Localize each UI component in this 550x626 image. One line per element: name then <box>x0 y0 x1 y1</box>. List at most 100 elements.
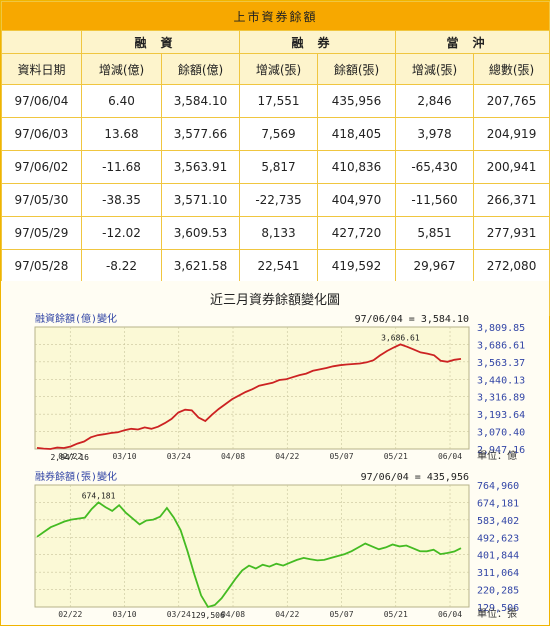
value-cell: -65,430 <box>395 150 474 184</box>
date-cell: 97/05/28 <box>1 249 82 283</box>
max-annotation: 674,181 <box>82 491 116 500</box>
column-header: 增減(張) <box>395 53 474 85</box>
value-cell: 3,584.10 <box>161 84 240 118</box>
value-cell: 29,967 <box>395 249 474 283</box>
value-cell: 6.40 <box>81 84 162 118</box>
value-cell: 204,919 <box>472 117 550 151</box>
short-balance-chart: 融券餘額(張)變化 97/06/04 = 435,956 764,960 674,18… <box>34 470 519 620</box>
group-header-blank <box>1 30 82 54</box>
table-row: 97/05/28 -8.22 3,621.58 22,541 419,592 29,967… <box>1 249 550 283</box>
value-cell: 410,836 <box>317 150 396 184</box>
value-cell: 8,133 <box>239 216 318 250</box>
y-tick-label: 3,809.85 <box>477 323 525 334</box>
table-row: 97/05/30 -38.35 3,571.10 -22,735 404,970 -11,… <box>1 183 550 217</box>
table-row: 97/05/29 -12.02 3,609.53 8,133 427,720 5,851 2… <box>1 216 550 250</box>
y-tick-label: 674,181 <box>477 498 519 509</box>
table-row: 97/06/02 -11.68 3,563.91 5,817 410,836 -65,43… <box>1 150 550 184</box>
value-cell: 3,609.53 <box>161 216 240 250</box>
value-cell: 418,405 <box>317 117 396 151</box>
column-header: 餘額(張) <box>317 53 396 85</box>
y-tick-label: 3,563.37 <box>477 358 525 369</box>
series-line <box>36 501 462 609</box>
date-cell: 97/05/30 <box>1 183 82 217</box>
x-tick-label: 03/24 <box>167 452 191 461</box>
unit-label: 單位：億 <box>477 449 517 462</box>
min-annotation: 2,947.16 <box>50 453 89 462</box>
column-header: 增減(億) <box>81 53 162 85</box>
date-cell: 97/06/02 <box>1 150 82 184</box>
value-cell: -11,560 <box>395 183 474 217</box>
y-tick-label: 401,844 <box>477 551 519 562</box>
y-tick-label: 311,064 <box>477 568 519 579</box>
x-tick-label: 03/10 <box>112 610 136 619</box>
value-cell: -11.68 <box>81 150 162 184</box>
x-tick-label: 04/08 <box>221 610 245 619</box>
x-tick-label: 06/04 <box>438 610 462 619</box>
x-tick-label: 04/22 <box>275 452 299 461</box>
y-tick-label: 764,960 <box>477 481 519 492</box>
value-cell: 3,571.10 <box>161 183 240 217</box>
chart-summary: 97/06/04 = 3,584.10 <box>355 314 469 325</box>
min-annotation: 129,506 <box>191 611 225 620</box>
y-tick-label: 3,193.64 <box>477 410 525 421</box>
x-tick-label: 05/07 <box>329 610 353 619</box>
group-header-daytrade: 當沖 <box>394 30 550 54</box>
y-tick-label: 492,623 <box>477 533 519 544</box>
unit-label: 單位：張 <box>477 607 517 620</box>
y-tick-label: 3,316.89 <box>477 393 525 404</box>
value-cell: 13.68 <box>81 117 162 151</box>
value-cell: 2,846 <box>395 84 474 118</box>
group-header-margin: 融資 <box>81 30 240 54</box>
value-cell: 427,720 <box>317 216 396 250</box>
column-header: 資料日期 <box>1 53 82 85</box>
value-cell: 3,563.91 <box>161 150 240 184</box>
value-cell: 435,956 <box>317 84 396 118</box>
value-cell: 3,978 <box>395 117 474 151</box>
date-cell: 97/06/04 <box>1 84 82 118</box>
x-tick-label: 05/21 <box>384 452 408 461</box>
value-cell: -8.22 <box>81 249 162 283</box>
value-cell: -12.02 <box>81 216 162 250</box>
chart-title: 融券餘額(張)變化 <box>35 470 117 483</box>
margin-balance-chart: 融資餘額(億)變化 97/06/04 = 3,584.10 3,809.85 3,68… <box>34 312 525 462</box>
column-header: 增減(張) <box>239 53 318 85</box>
value-cell: 7,569 <box>239 117 318 151</box>
x-tick-label: 03/24 <box>167 610 191 619</box>
y-tick-label: 220,285 <box>477 586 519 597</box>
chart-summary: 97/06/04 = 435,956 <box>361 472 469 483</box>
plot-area <box>34 326 470 450</box>
y-tick-label: 3,686.61 <box>477 340 525 351</box>
chart-section: 近三月資券餘額變化圖 融資餘額(億)變化 97/06/04 = 3,584.10 3… <box>1 281 549 625</box>
y-tick-label: 3,070.40 <box>477 428 525 439</box>
value-cell: 272,080 <box>472 249 550 283</box>
value-cell: -38.35 <box>81 183 162 217</box>
chart-title: 融資餘額(億)變化 <box>35 312 117 325</box>
value-cell: 5,851 <box>395 216 474 250</box>
column-header: 總數(張) <box>472 53 550 85</box>
group-header-short: 融券 <box>239 30 396 54</box>
table-row: 97/06/03 13.68 3,577.66 7,569 418,405 3,978 20… <box>1 117 550 151</box>
value-cell: 404,970 <box>317 183 396 217</box>
column-header: 餘額(億) <box>161 53 240 85</box>
x-tick-label: 06/04 <box>438 452 462 461</box>
y-tick-label: 583,402 <box>477 516 519 527</box>
x-tick-label: 05/21 <box>384 610 408 619</box>
date-cell: 97/05/29 <box>1 216 82 250</box>
x-tick-label: 04/08 <box>221 452 245 461</box>
value-cell: 3,621.58 <box>161 249 240 283</box>
value-cell: 207,765 <box>472 84 550 118</box>
x-tick-label: 04/22 <box>275 610 299 619</box>
value-cell: 266,371 <box>472 183 550 217</box>
value-cell: 17,551 <box>239 84 318 118</box>
x-tick-label: 02/22 <box>58 610 82 619</box>
margin-balance-table: 上市資券餘額 融資 融券 當沖 資料日期 增減(億) 餘額(億) 增減(張) 餘額(張)… <box>0 1 550 316</box>
x-tick-label: 05/07 <box>329 452 353 461</box>
table-row: 97/06/04 6.40 3,584.10 17,551 435,956 2,846 20… <box>1 84 550 118</box>
value-cell: 200,941 <box>472 150 550 184</box>
y-tick-label: 129,506 <box>477 603 519 614</box>
series-line <box>36 343 462 450</box>
date-cell: 97/06/03 <box>1 117 82 151</box>
y-tick-label: 2,947.16 <box>477 445 525 456</box>
x-tick-label: 03/10 <box>112 452 136 461</box>
